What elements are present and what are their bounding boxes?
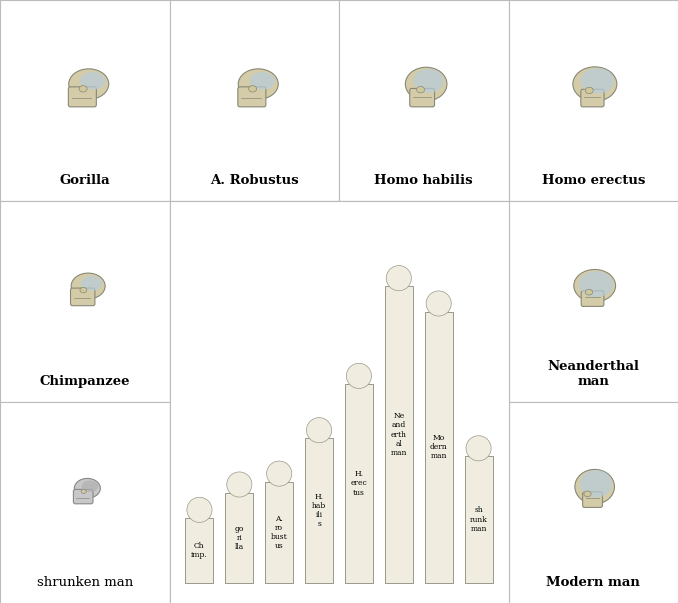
FancyBboxPatch shape bbox=[582, 492, 603, 507]
Bar bbox=[508, 0, 678, 201]
Bar bbox=[170, 402, 339, 603]
Ellipse shape bbox=[226, 472, 252, 497]
Text: Gorilla: Gorilla bbox=[60, 174, 110, 187]
Ellipse shape bbox=[386, 265, 412, 291]
Text: H.
erec
tus: H. erec tus bbox=[351, 470, 367, 497]
Ellipse shape bbox=[81, 276, 102, 291]
Ellipse shape bbox=[414, 69, 443, 93]
Bar bbox=[508, 201, 678, 402]
Bar bbox=[170, 201, 508, 603]
Ellipse shape bbox=[80, 288, 87, 293]
Text: Chimpanzee: Chimpanzee bbox=[39, 375, 130, 388]
Text: shrunken man: shrunken man bbox=[37, 576, 133, 589]
Ellipse shape bbox=[68, 69, 108, 99]
Text: A.
ro
bust
us: A. ro bust us bbox=[271, 514, 287, 550]
Ellipse shape bbox=[575, 469, 614, 504]
Text: A. Robustus: A. Robustus bbox=[210, 174, 298, 187]
Text: H.
hab
ili
s: H. hab ili s bbox=[312, 493, 326, 528]
Ellipse shape bbox=[426, 291, 452, 316]
Ellipse shape bbox=[266, 461, 292, 486]
Ellipse shape bbox=[306, 418, 332, 443]
Bar bbox=[0, 201, 170, 402]
Bar bbox=[339, 0, 508, 201]
Text: Neanderthal
man: Neanderthal man bbox=[547, 360, 639, 388]
Text: sh
runk
man: sh runk man bbox=[470, 507, 487, 533]
Bar bbox=[225, 493, 254, 583]
Ellipse shape bbox=[585, 289, 593, 295]
Ellipse shape bbox=[466, 436, 491, 461]
Bar bbox=[339, 402, 508, 603]
Text: Ch
imp.: Ch imp. bbox=[191, 542, 208, 559]
FancyBboxPatch shape bbox=[73, 490, 93, 504]
Bar bbox=[508, 402, 678, 603]
Text: Homo erectus: Homo erectus bbox=[542, 174, 645, 187]
Ellipse shape bbox=[80, 72, 106, 90]
FancyBboxPatch shape bbox=[238, 87, 266, 107]
Ellipse shape bbox=[71, 273, 105, 299]
Bar bbox=[170, 201, 339, 402]
Ellipse shape bbox=[574, 270, 616, 302]
FancyBboxPatch shape bbox=[410, 89, 435, 107]
FancyBboxPatch shape bbox=[68, 87, 96, 107]
Ellipse shape bbox=[81, 489, 86, 493]
Bar bbox=[385, 286, 413, 583]
Ellipse shape bbox=[250, 72, 275, 90]
Text: go
ri
lla: go ri lla bbox=[235, 525, 244, 551]
Bar bbox=[424, 312, 453, 583]
Bar bbox=[0, 0, 170, 201]
Text: Ne
and
erth
al
man: Ne and erth al man bbox=[391, 412, 407, 457]
Bar bbox=[464, 456, 492, 583]
Bar bbox=[305, 438, 333, 583]
Bar bbox=[265, 482, 293, 583]
Text: Homo habilis: Homo habilis bbox=[374, 174, 473, 187]
Bar bbox=[339, 201, 508, 402]
Text: Modern man: Modern man bbox=[546, 576, 640, 589]
Ellipse shape bbox=[79, 86, 87, 92]
FancyBboxPatch shape bbox=[581, 89, 604, 107]
FancyBboxPatch shape bbox=[71, 288, 95, 306]
Bar bbox=[170, 0, 339, 201]
Ellipse shape bbox=[249, 86, 257, 92]
Bar bbox=[186, 518, 214, 583]
Ellipse shape bbox=[346, 364, 372, 388]
Ellipse shape bbox=[585, 87, 593, 93]
Ellipse shape bbox=[405, 68, 447, 101]
Text: Mo
dern
man: Mo dern man bbox=[430, 434, 447, 461]
Ellipse shape bbox=[238, 69, 278, 99]
Ellipse shape bbox=[573, 67, 617, 101]
Ellipse shape bbox=[579, 271, 614, 297]
FancyBboxPatch shape bbox=[581, 291, 604, 306]
Ellipse shape bbox=[187, 497, 212, 522]
Ellipse shape bbox=[580, 68, 614, 93]
Bar bbox=[345, 384, 373, 583]
Ellipse shape bbox=[416, 86, 424, 93]
Bar bbox=[0, 402, 170, 603]
Ellipse shape bbox=[81, 481, 98, 492]
Ellipse shape bbox=[580, 470, 612, 497]
Ellipse shape bbox=[584, 491, 591, 497]
Ellipse shape bbox=[75, 478, 100, 498]
